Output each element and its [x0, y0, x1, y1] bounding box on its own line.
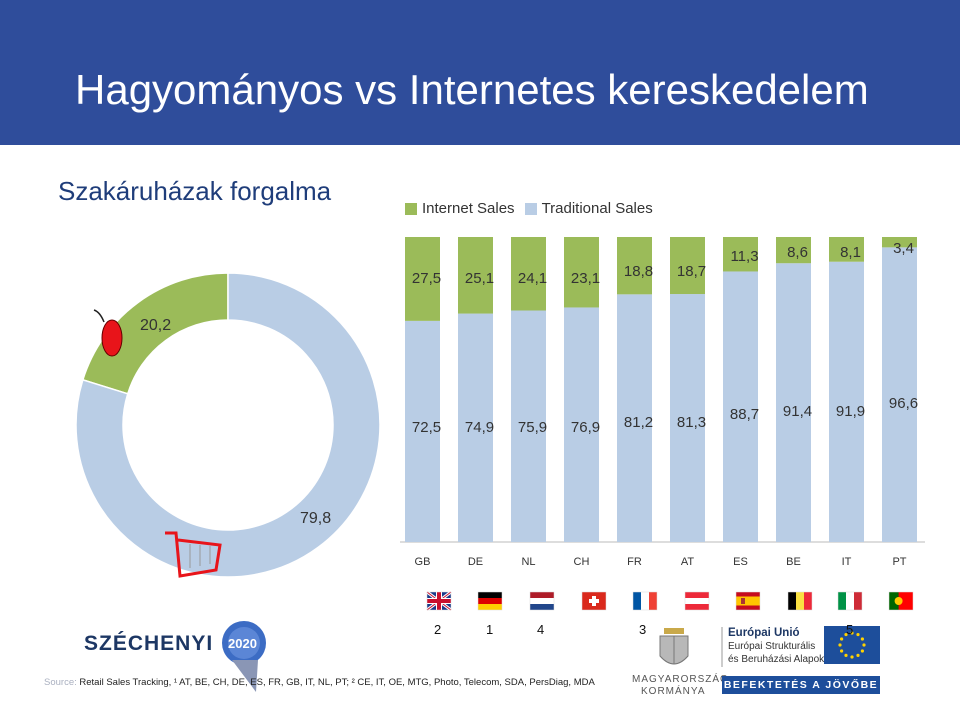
fr-flag-icon: [632, 591, 658, 611]
bar-internet: [564, 237, 599, 308]
szechenyi-wordmark: SZÉCHENYI: [84, 632, 213, 656]
bar-label-internet: 18,8: [624, 263, 653, 280]
bar-label-traditional: 91,9: [836, 403, 865, 420]
kormany-line-2: KORMÁNYA: [641, 686, 706, 697]
footnote-number: 4: [537, 622, 545, 637]
bar-label-internet: 27,5: [412, 270, 441, 287]
legend-internet-swatch: [405, 202, 417, 215]
footnote-number: 5: [846, 622, 854, 637]
bar-label-traditional: 81,2: [624, 414, 653, 431]
it-flag-icon: [837, 591, 863, 611]
bar-internet: [829, 237, 864, 262]
footnote-number: 1: [486, 622, 494, 637]
bar-label-internet: 23,1: [571, 270, 600, 287]
x-tick-label: PT: [892, 556, 906, 568]
bar-internet: [723, 237, 758, 272]
x-tick-label: NL: [521, 556, 535, 568]
legend-traditional-label: Traditional Sales: [541, 200, 653, 217]
eu-subtitle-1: Európai Strukturális: [728, 641, 816, 652]
bar-label-traditional: 81,3: [677, 414, 706, 431]
bar-label-internet: 24,1: [518, 270, 547, 287]
bar-internet: [882, 237, 917, 248]
x-tick-label: ES: [733, 556, 748, 568]
shopping-cart-icon: [165, 531, 222, 578]
mouse-icon: [93, 309, 123, 357]
title-banner: [0, 0, 960, 145]
bar-internet: [458, 237, 493, 314]
donut-label: 79,8: [300, 510, 331, 527]
coat-of-arms-icon: [659, 628, 689, 665]
bar-traditional: [829, 261, 864, 542]
szechenyi-2020-logo: [222, 621, 266, 692]
bar-label-internet: 18,7: [677, 263, 706, 280]
gb-flag-icon: [426, 590, 452, 612]
x-tick-label: AT: [681, 556, 695, 568]
eu-subtitle-2: és Beruházási Alapok: [728, 654, 825, 665]
bar-traditional: [723, 271, 758, 542]
bar-internet: [511, 237, 546, 311]
legend-traditional: Traditional Sales: [524, 200, 653, 217]
bar-traditional: [458, 313, 493, 542]
x-tick-label: GB: [415, 556, 431, 568]
bar-internet: [405, 237, 440, 321]
chart-legend: Internet Sales Traditional Sales: [405, 200, 663, 217]
donut-label: 20,2: [140, 317, 171, 334]
legend-internet-label: Internet Sales: [422, 200, 515, 217]
de-flag-icon: [477, 591, 503, 611]
be-flag-icon: [787, 591, 813, 611]
bar-traditional: [405, 320, 440, 542]
es-flag-icon: [735, 591, 761, 611]
bar-traditional: [617, 294, 652, 542]
slide-title: Hagyományos vs Internetes kereskedelem: [75, 66, 869, 113]
x-tick-label: DE: [468, 556, 483, 568]
bar-label-traditional: 76,9: [571, 419, 600, 436]
legend-traditional-swatch: [524, 202, 537, 215]
pt-flag-icon: [888, 591, 914, 611]
source-text: Retail Sales Tracking, ¹ AT, BE, CH, DE,…: [79, 677, 595, 688]
x-tick-label: FR: [627, 556, 642, 568]
befektetes-banner: BEFEKTETÉS A JÖVŐBE: [722, 676, 880, 694]
eu-flag-icon: [824, 626, 880, 664]
source-lead: Source:: [44, 677, 77, 688]
bar-label-traditional: 74,9: [465, 419, 494, 436]
slide-subtitle: Szakáruházak forgalma: [58, 176, 332, 206]
bar-internet: [617, 237, 652, 295]
bar-label-traditional: 75,9: [518, 419, 547, 436]
bar-label-traditional: 88,7: [730, 406, 759, 423]
bar-label-internet: 25,1: [465, 270, 494, 287]
at-flag-icon: [684, 591, 710, 611]
footnote-number: 3: [639, 622, 647, 637]
country-flags: [426, 590, 914, 612]
bar-label-traditional: 72,5: [412, 419, 441, 436]
bar-traditional: [511, 310, 546, 542]
bar-internet: [776, 237, 811, 264]
x-tick-label: IT: [842, 556, 852, 568]
eu-title: Európai Unió: [728, 627, 800, 639]
stacked-bar-chart: 72,5 27,5 GB 74,9 25,1 DE 75,9 24,1 NL 76,9 23,1 CH…: [400, 237, 925, 568]
x-tick-label: BE: [786, 556, 801, 568]
source-footnote: Source: Retail Sales Tracking, ¹ AT, BE,…: [44, 677, 595, 688]
bar-traditional: [776, 263, 811, 542]
footnote-number: 2: [434, 622, 442, 637]
szechenyi-year: 2020: [228, 636, 257, 651]
bar-traditional: [882, 247, 917, 542]
szechenyi-text: SZÉCHENYI: [84, 632, 214, 655]
donut-chart: 20,2 79,8: [75, 272, 381, 578]
donut-slice-traditional: [75, 272, 381, 578]
ch-flag-icon: [581, 591, 607, 611]
nl-flag-icon: [529, 591, 555, 611]
bar-label-internet: 3,4: [893, 240, 914, 257]
bar-traditional: [564, 307, 599, 542]
kormany-line-1: MAGYARORSZÁG: [632, 674, 729, 685]
bar-label-internet: 8,1: [840, 244, 861, 261]
bar-label-internet: 11,3: [730, 248, 758, 265]
bar-traditional: [670, 294, 705, 542]
bar-label-traditional: 91,4: [783, 403, 812, 420]
bar-internet: [670, 237, 705, 295]
bar-label-traditional: 96,6: [889, 395, 918, 412]
x-tick-label: CH: [574, 556, 590, 568]
bar-label-internet: 8,6: [787, 244, 808, 261]
legend-internet: Internet Sales: [405, 200, 515, 217]
